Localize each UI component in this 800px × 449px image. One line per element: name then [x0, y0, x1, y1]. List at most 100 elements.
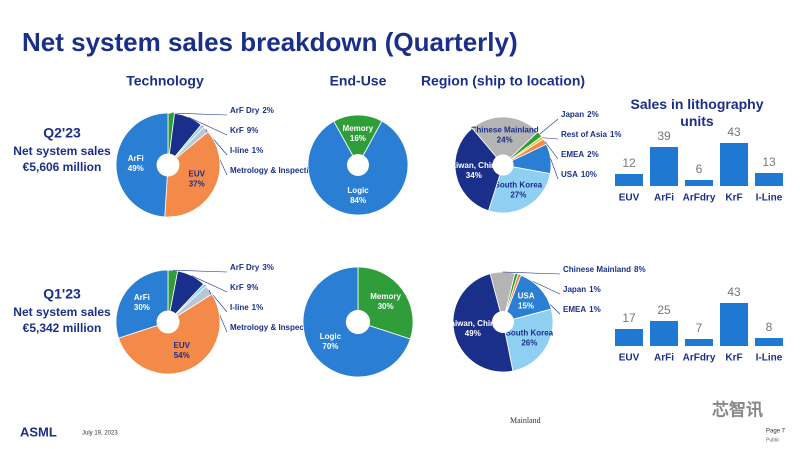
slice-value: 9%: [247, 283, 259, 292]
slice-label: Chinese Mainland 8%: [563, 265, 646, 274]
slice-value: 3%: [262, 263, 274, 272]
slice-value: 34%: [466, 171, 482, 180]
slice-label: ArFi 49%: [128, 154, 144, 173]
pie-slice: [452, 273, 514, 373]
slice-label: South Korea 26%: [506, 328, 554, 347]
leader-line: [188, 117, 228, 136]
x-tick-label: ArFi: [654, 193, 674, 204]
pie-hole: [156, 153, 180, 177]
bar: [650, 147, 678, 186]
slice-name: ArFi: [134, 293, 150, 302]
pie-slice: [118, 293, 221, 375]
slice-value: 30%: [134, 303, 150, 312]
slice-label: Japan 2%: [561, 110, 599, 119]
slice-name: USA: [518, 291, 535, 300]
slice-value: 27%: [510, 191, 526, 200]
slice-value: 1%: [589, 285, 601, 294]
slice-name: Chinese Mainland: [471, 125, 539, 134]
slice-label: EMEA 1%: [563, 305, 601, 314]
bar-value-label: 25: [657, 303, 671, 317]
quarter-label: Q1'23: [43, 286, 81, 302]
logo: ASML: [20, 424, 57, 439]
slice-value: 49%: [128, 164, 144, 173]
slice-label: KrF 9%: [230, 126, 258, 135]
pie-slice: [115, 112, 169, 218]
leader-line: [542, 137, 559, 140]
slice-label: I-line 1%: [230, 146, 263, 155]
x-tick-label: ArFdry: [683, 193, 716, 204]
x-tick-label: KrF: [725, 353, 742, 364]
section-header: Region (ship to location): [421, 73, 585, 89]
bar: [685, 339, 713, 346]
slice-name: Japan: [563, 285, 586, 294]
slice-name: EUV: [188, 170, 205, 179]
slice-name: South Korea: [506, 328, 554, 337]
slice-name: USA: [561, 170, 578, 179]
slice-value: 10%: [581, 170, 597, 179]
slice-label: ArF Dry 3%: [230, 263, 274, 272]
pie-hole: [492, 311, 514, 333]
slice-label: USA 15%: [518, 291, 535, 310]
slice-value: 70%: [322, 342, 338, 351]
leader-line: [544, 141, 559, 160]
slice-name: Metrology & Inspection: [230, 323, 319, 332]
quarter-amount: €5,606 million: [23, 160, 102, 174]
section-header: End-Use: [330, 73, 387, 89]
slice-name: EMEA: [563, 305, 586, 314]
footer-date: July 19, 2023: [82, 431, 118, 437]
pie-hole: [347, 154, 369, 176]
bar: [755, 173, 783, 186]
pie-slice: [333, 114, 383, 166]
slice-value: 9%: [247, 126, 259, 135]
bar-value-label: 43: [727, 285, 741, 299]
slice-value: 16%: [350, 134, 366, 143]
slice-name: Logic: [320, 332, 342, 341]
bar-value-label: 7: [696, 321, 703, 335]
quarter-caption: Net system sales: [13, 305, 111, 319]
slice-value: 24%: [497, 135, 513, 144]
slice-value: 15%: [518, 301, 534, 310]
x-tick-label: KrF: [725, 193, 742, 204]
bar-value-label: 13: [762, 155, 776, 169]
pie-slice: [357, 266, 414, 340]
watermark: 芯智讯: [712, 399, 763, 419]
slice-name: Metrology & Inspection: [230, 166, 319, 175]
pie-slice: [502, 308, 554, 372]
bar: [615, 329, 643, 346]
slice-label: Logic 84%: [347, 186, 369, 205]
slice-label: KrF 9%: [230, 283, 258, 292]
x-tick-label: EUV: [619, 193, 640, 204]
slice-name: Logic: [347, 186, 369, 195]
slice-label: EMEA 2%: [561, 150, 599, 159]
slice-value: 26%: [521, 338, 537, 347]
footer-page: Page 7: [766, 429, 786, 435]
x-tick-label: EUV: [619, 353, 640, 364]
slice-label: Memory 30%: [370, 292, 401, 311]
bar-value-label: 39: [657, 129, 671, 143]
leader-line: [171, 112, 228, 116]
slice-value: 37%: [189, 180, 205, 189]
leader-line: [191, 275, 228, 293]
slice-label: Taiwan, China 34%: [447, 161, 501, 180]
slice-name: Memory: [343, 124, 374, 133]
slice-name: ArF Dry: [230, 106, 260, 115]
pie-hole: [156, 310, 180, 334]
slice-label: EUV 37%: [188, 170, 205, 189]
slice-value: 1%: [589, 305, 601, 314]
bar: [720, 143, 748, 186]
slice-value: 1%: [252, 303, 264, 312]
slice-name: EUV: [174, 341, 191, 350]
x-tick-label: ArFdry: [683, 353, 716, 364]
footer-class: Public: [766, 437, 780, 443]
slice-label: Logic 70%: [320, 332, 342, 351]
slice-name: I-line: [230, 303, 249, 312]
slice-name: Memory: [370, 292, 401, 301]
slice-name: Japan: [561, 110, 584, 119]
section-header: Sales in lithography units: [630, 96, 764, 129]
slice-label: ArFi 30%: [134, 293, 150, 312]
slice-label: Rest of Asia 1%: [561, 130, 622, 139]
pie-hole: [345, 309, 371, 335]
slice-name: KrF: [230, 283, 244, 292]
slice-value: 1%: [610, 130, 622, 139]
